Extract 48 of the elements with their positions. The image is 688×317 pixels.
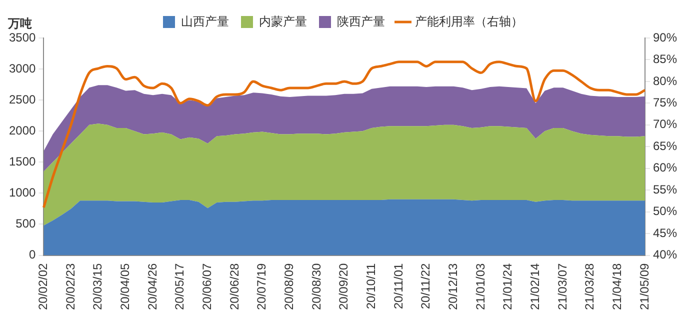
legend-label: 产能利用率（右轴） bbox=[415, 14, 523, 28]
y-axis-title: 万吨 bbox=[7, 16, 32, 30]
x-tick-label: 21/05/09 bbox=[637, 262, 652, 310]
y2-tick-label: 80% bbox=[652, 74, 678, 88]
y2-tick-label: 90% bbox=[652, 30, 678, 44]
x-tick-label: 20/11/22 bbox=[418, 262, 433, 310]
y2-tick-label: 60% bbox=[652, 160, 678, 175]
x-tick-label: 21/01/03 bbox=[473, 262, 488, 310]
x-tick-label: 20/09/20 bbox=[336, 262, 351, 310]
x-tick-label: 20/02/23 bbox=[63, 262, 78, 310]
x-tick-label: 21/01/24 bbox=[500, 262, 515, 310]
x-tick-label: 20/04/05 bbox=[118, 262, 132, 310]
legend-label: 内蒙产量 bbox=[259, 14, 307, 28]
x-tick-label: 20/08/09 bbox=[282, 262, 296, 310]
x-tick-label: 20/07/19 bbox=[254, 262, 269, 310]
x-tick-label: 21/04/18 bbox=[610, 262, 624, 310]
x-tick-label: 21/03/28 bbox=[582, 262, 597, 310]
line-series bbox=[42, 60, 646, 209]
y2-tick-label: 50% bbox=[652, 204, 678, 218]
x-tick-label: 21/03/07 bbox=[555, 262, 570, 310]
x-tick-label: 20/11/01 bbox=[391, 262, 406, 310]
y-tick-label: 1000 bbox=[8, 186, 36, 200]
y-tick-label: 0 bbox=[29, 248, 36, 262]
x-tick-label: 20/06/28 bbox=[227, 262, 242, 310]
y-tick-label: 1500 bbox=[8, 154, 36, 168]
x-tick-label: 20/06/07 bbox=[200, 262, 214, 310]
y2-tick-label: 40% bbox=[652, 248, 678, 262]
x-tick-label: 20/03/15 bbox=[90, 262, 105, 310]
y2-tick-label: 70% bbox=[652, 117, 678, 132]
y-tick-label: 2000 bbox=[8, 123, 36, 138]
x-tick-label: 20/12/13 bbox=[446, 262, 460, 310]
y-tick-label: 3500 bbox=[8, 30, 36, 44]
legend-label: 陕西产量 bbox=[337, 14, 385, 28]
y2-tick-label: 45% bbox=[652, 226, 678, 240]
y2-tick-label: 65% bbox=[652, 138, 678, 153]
x-tick-label: 20/04/26 bbox=[145, 262, 160, 310]
x-tick-label: 20/05/17 bbox=[172, 262, 187, 310]
x-tick-label: 21/02/14 bbox=[528, 262, 542, 310]
y2-tick-label: 55% bbox=[652, 182, 678, 196]
y2-tick-label: 75% bbox=[652, 96, 678, 110]
legend-label: 山西产量 bbox=[181, 14, 229, 28]
x-tick-label: 20/08/30 bbox=[309, 262, 324, 310]
y-tick-label: 2500 bbox=[8, 92, 36, 106]
x-tick-label: 20/02/02 bbox=[36, 262, 50, 310]
y2-tick-label: 85% bbox=[652, 52, 678, 66]
y-tick-label: 500 bbox=[16, 216, 36, 231]
x-tick-label: 20/10/11 bbox=[364, 262, 378, 310]
y-tick-label: 3000 bbox=[8, 61, 36, 76]
